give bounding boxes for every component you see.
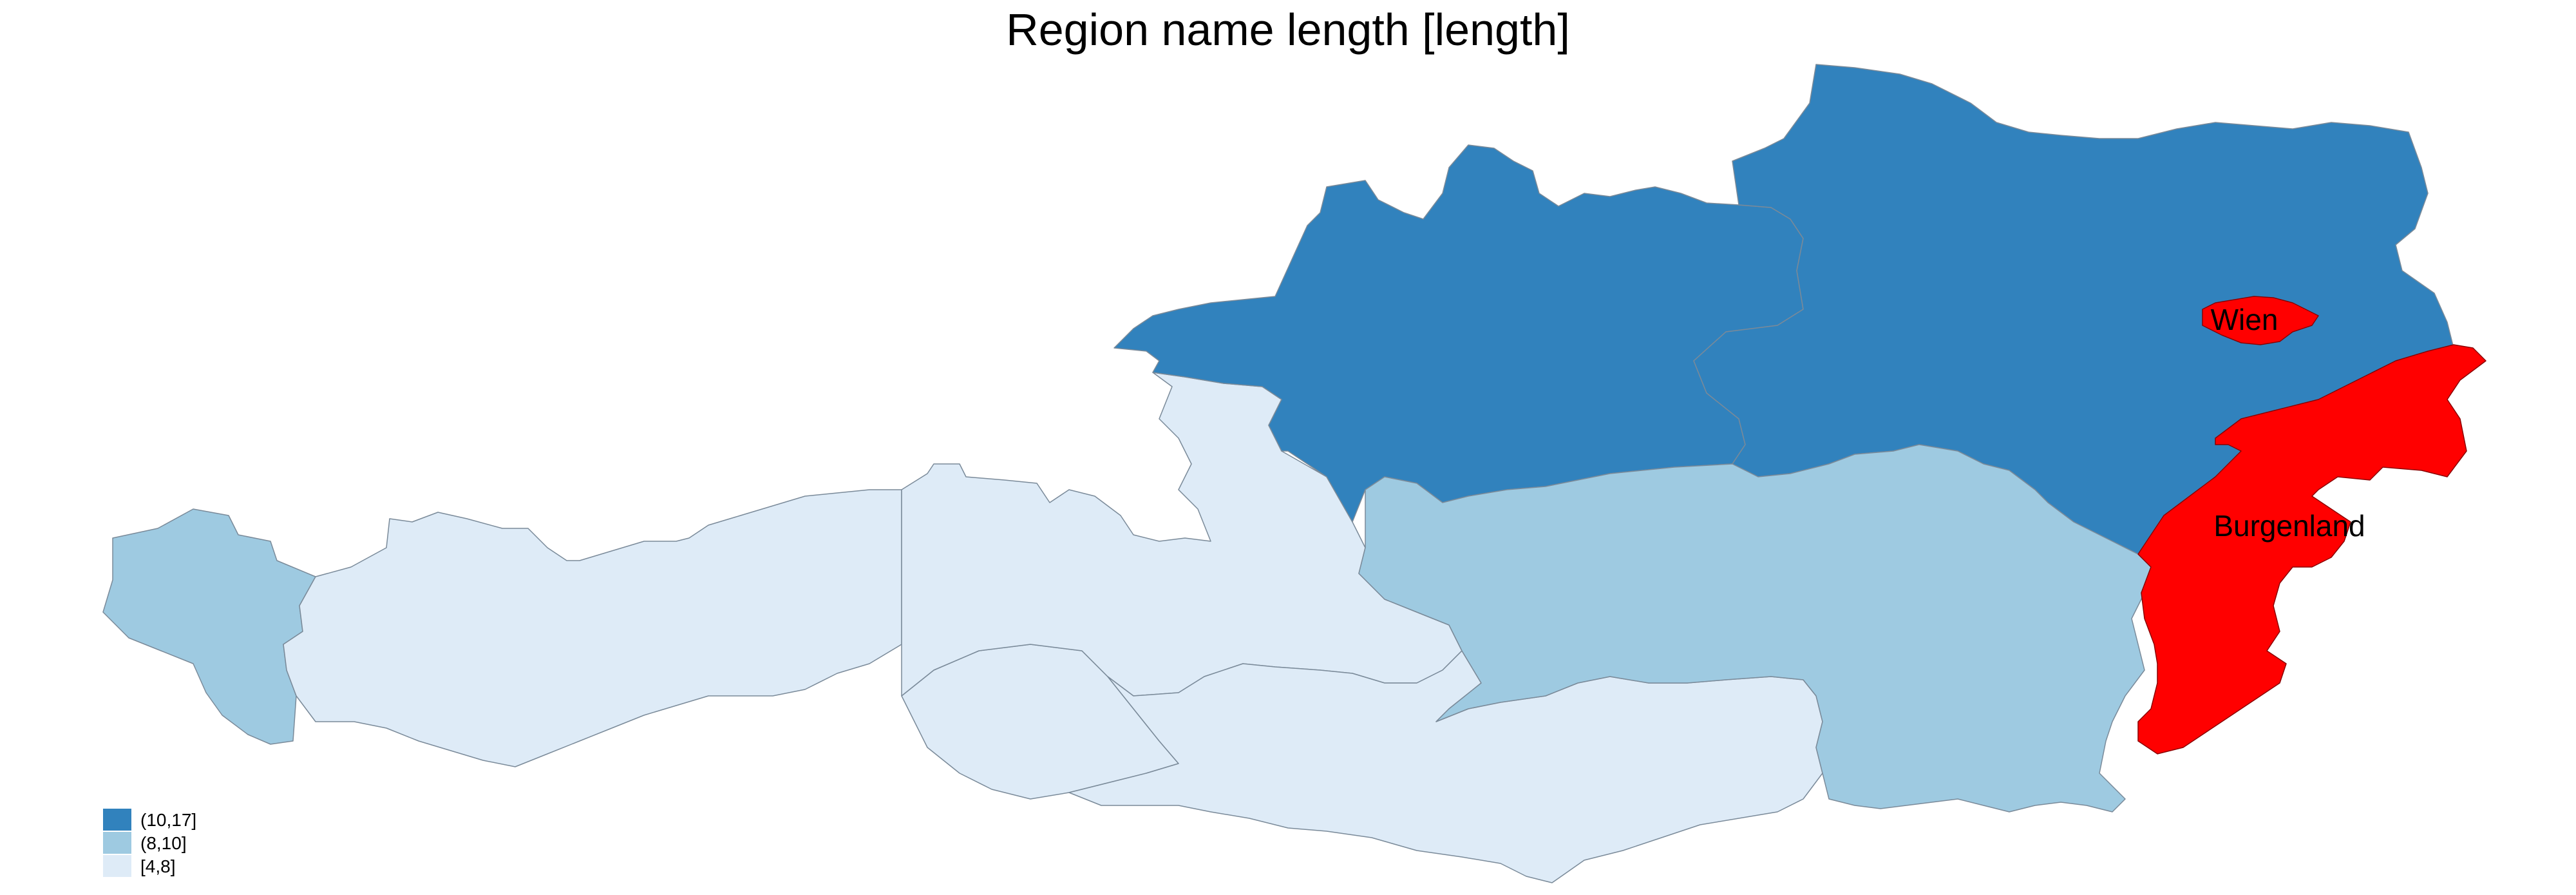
region-burgenland <box>2137 344 2486 755</box>
region-steiermark <box>1358 444 2152 813</box>
legend-swatch <box>103 855 131 877</box>
region-vorarlberg <box>102 508 316 745</box>
label-burgenland: Burgenland <box>2213 509 2365 543</box>
map-title: Region name length [length] <box>1006 5 1570 55</box>
region-labels: Wien Burgenland <box>2211 303 2365 543</box>
legend-swatch <box>103 809 131 831</box>
legend-label: [4,8] <box>140 856 175 876</box>
legend: (10,17] (8,10] [4,8] <box>103 809 196 877</box>
label-wien: Wien <box>2211 303 2278 336</box>
legend-label: (8,10] <box>140 833 187 853</box>
region-wien <box>2202 296 2319 345</box>
legend-swatch <box>103 832 131 854</box>
region-tirol <box>283 489 902 767</box>
region-layer <box>102 64 2486 883</box>
legend-label: (10,17] <box>140 810 196 830</box>
